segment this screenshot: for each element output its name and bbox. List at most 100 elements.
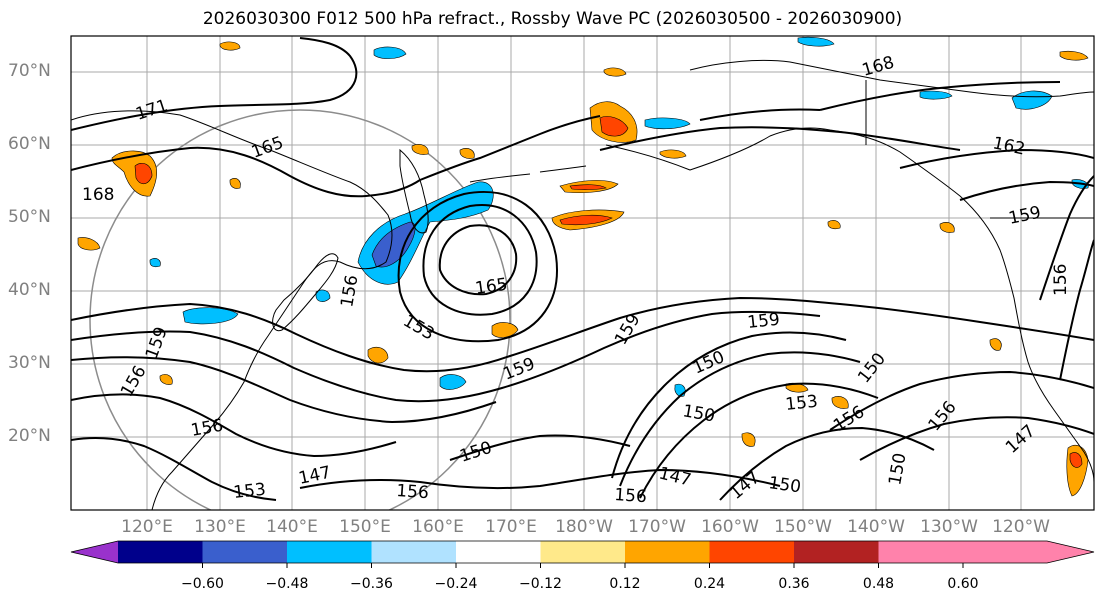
contour-label: 150 — [457, 438, 494, 467]
contour-label: 156 — [614, 485, 648, 507]
contour-label: 156 — [337, 273, 362, 308]
lon-label: 160°W — [701, 517, 759, 537]
blue-patch — [1011, 90, 1053, 110]
colorbar-tick-label: −0.12 — [519, 576, 562, 592]
contour-label: 150 — [681, 401, 716, 426]
blue-patch — [919, 90, 953, 100]
lon-label: 140°W — [847, 517, 905, 537]
blue-patch — [182, 307, 239, 325]
orange-patch — [603, 67, 627, 77]
colorbar-segment — [456, 541, 541, 563]
colorbar-segment — [202, 541, 287, 563]
blue-patch — [357, 181, 494, 285]
red-patch — [569, 184, 607, 190]
blue-patch — [644, 117, 691, 130]
lat-label: 40°N — [8, 280, 51, 300]
colorbar-under-arrow — [71, 541, 118, 563]
colorbar-tick-label: 0.48 — [862, 576, 895, 592]
contour-label: 150 — [885, 451, 910, 486]
contour-label: 156 — [1051, 264, 1071, 296]
contour-label: 153 — [232, 480, 266, 503]
contour-label: 168 — [860, 53, 897, 81]
contour-label: 168 — [82, 185, 114, 205]
contour-lines — [71, 37, 1094, 501]
lon-label: 170°W — [628, 517, 686, 537]
colorbar-over-arrow — [963, 541, 1094, 563]
red-patch — [559, 214, 613, 226]
orange-patch — [827, 220, 841, 230]
lon-label: 130°E — [194, 517, 246, 537]
colorbar-segment — [709, 541, 794, 563]
orange-patch — [831, 396, 849, 409]
contour-label: 150 — [690, 347, 728, 378]
contour-label: 156 — [925, 397, 961, 435]
orange-patch — [229, 178, 241, 189]
red-patch — [599, 116, 629, 137]
contour-label: 153 — [784, 392, 818, 415]
lon-label: 140°E — [266, 517, 318, 537]
blue-patch — [315, 289, 331, 302]
contour-label: 159 — [1007, 203, 1043, 229]
blue-patch — [149, 258, 161, 268]
contour-label: 147 — [726, 468, 764, 504]
colorbar-tick-label: −0.36 — [350, 576, 393, 592]
reference-circle — [89, 109, 511, 510]
lon-label: 170°E — [485, 517, 537, 537]
colorbar-tick-label: 0.36 — [778, 576, 810, 592]
orange-patch — [939, 222, 955, 233]
coastlines — [71, 59, 1094, 510]
lat-label: 30°N — [8, 353, 51, 373]
colorbar-segment — [371, 541, 456, 563]
dark-blue-patch — [371, 221, 416, 268]
blue-patch — [674, 383, 686, 397]
map-frame — [70, 35, 1095, 511]
lat-label: 60°N — [8, 134, 51, 154]
orange-patch — [741, 432, 756, 447]
contour-label: 150 — [767, 473, 802, 497]
contour-label: 159 — [142, 324, 172, 361]
red-patch — [1069, 452, 1083, 468]
colorbar-tick-label: 0.12 — [609, 576, 641, 592]
colorbar-tick-label: −0.48 — [265, 576, 309, 592]
contour-label: 156 — [830, 402, 868, 436]
asia-coast — [71, 110, 393, 510]
colorbar-segment — [794, 541, 879, 563]
arctic-coast — [689, 59, 1094, 98]
contour-label: 150 — [854, 349, 890, 387]
contour-label: 165 — [474, 275, 509, 299]
lon-label: 150°E — [339, 517, 391, 537]
contour-label: 165 — [249, 133, 286, 163]
colorbar-tick-label: 0.24 — [693, 576, 726, 592]
red-patch — [134, 163, 153, 185]
orange-patch — [989, 338, 1002, 351]
map-area — [71, 36, 1094, 510]
orange-patch — [77, 237, 101, 251]
colorbar-tick-label: −0.60 — [181, 576, 224, 592]
figure-title: 2026030300 F012 500 hPa refract., Rossby… — [202, 9, 903, 29]
contour-label: 153 — [400, 311, 438, 345]
blue-patch — [797, 36, 835, 47]
orange-patch — [411, 144, 429, 155]
aleutian-islands — [469, 165, 587, 183]
colorbar-segment — [625, 541, 710, 563]
lat-label: 70°N — [8, 61, 51, 81]
colorbar-segment — [287, 541, 372, 563]
contour-label: 156 — [396, 481, 430, 503]
lon-label: 180°W — [555, 517, 613, 537]
orange-patch — [459, 148, 475, 159]
lon-label: 120°E — [121, 517, 173, 537]
alaska-coast — [605, 127, 1094, 483]
colorbar-segment — [540, 541, 625, 563]
lat-label: 50°N — [8, 207, 51, 227]
orange-patch — [159, 374, 173, 385]
colorbar-outline — [70, 540, 1095, 564]
blue-patch — [373, 46, 407, 59]
graticule — [71, 36, 1094, 510]
orange-patch — [367, 346, 389, 364]
lon-label: 160°E — [412, 517, 464, 537]
contour-label: 147 — [657, 463, 693, 490]
colorbar-segment — [118, 541, 203, 563]
contour-label: 171 — [133, 96, 170, 125]
shaded-patches — [77, 36, 1089, 497]
